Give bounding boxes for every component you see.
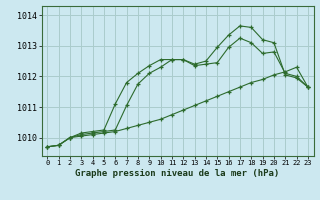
- X-axis label: Graphe pression niveau de la mer (hPa): Graphe pression niveau de la mer (hPa): [76, 169, 280, 178]
